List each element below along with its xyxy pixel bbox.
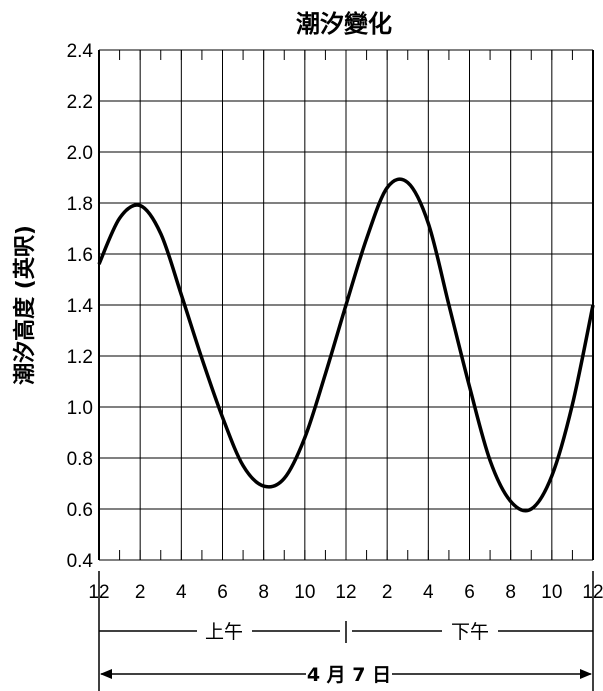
tide-series	[97, 177, 595, 513]
x-tick-label: 4	[423, 582, 434, 603]
x-tick-label: 10	[294, 582, 315, 603]
x-tick-label: 2	[382, 582, 393, 603]
y-axis-label: 潮汐高度 (英呎)	[12, 225, 38, 385]
date-label: 4 月 7 日	[307, 664, 391, 686]
date-span: 4 月 7 日	[100, 664, 592, 686]
y-tick-label: 1.8	[67, 194, 93, 215]
tide-curve	[97, 177, 595, 513]
pm-period-label: 下午	[451, 621, 489, 643]
y-tick-label: 0.6	[67, 500, 93, 521]
chart-title: 潮汐變化	[296, 10, 392, 38]
x-tick-labels: 12 2 4 6 8 10 12 2 4 6 8 10 12	[88, 582, 603, 603]
x-tick-label: 6	[217, 582, 228, 603]
y-tick-label: 2.0	[67, 143, 93, 164]
x-tick-label: 2	[135, 582, 146, 603]
x-tick-label: 10	[541, 582, 562, 603]
period-bracket: 上午 下午	[98, 571, 594, 691]
y-tick-labels: 0.4 0.6 0.8 1.0 1.2 1.4 1.6 1.8 2.0 2.2 2.4	[67, 41, 94, 572]
am-period-label: 上午	[205, 621, 243, 643]
y-tick-label: 2.4	[67, 41, 94, 62]
x-tick-label: 12	[335, 582, 356, 603]
y-tick-label: 1.6	[67, 245, 93, 266]
x-tick-label: 6	[464, 582, 475, 603]
x-tick-label: 4	[176, 582, 187, 603]
tick-marks	[98, 50, 594, 560]
y-tick-label: 0.8	[67, 449, 93, 470]
y-tick-label: 1.4	[67, 296, 94, 317]
x-tick-label: 8	[258, 582, 269, 603]
y-tick-label: 2.2	[67, 92, 93, 113]
y-tick-label: 1.2	[67, 347, 93, 368]
x-tick-label: 8	[505, 582, 516, 603]
y-tick-label: 0.4	[67, 551, 94, 572]
y-tick-label: 1.0	[67, 398, 93, 419]
